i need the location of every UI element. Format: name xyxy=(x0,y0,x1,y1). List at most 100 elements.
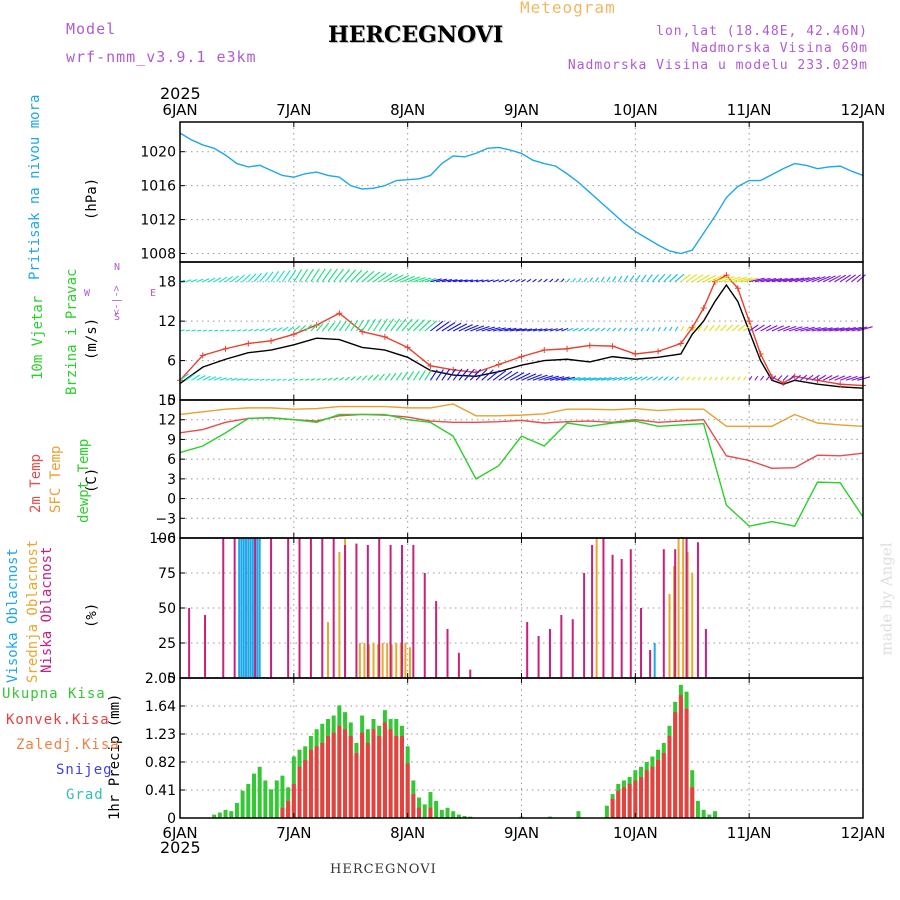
wind-arrow xyxy=(208,277,216,283)
wind-arrow xyxy=(840,327,856,332)
wind-arrow xyxy=(418,277,432,283)
gust-marker xyxy=(199,352,206,359)
wind-arrow xyxy=(344,376,350,381)
wind-arrow xyxy=(515,372,531,381)
y-tick-label: 15 xyxy=(158,393,176,409)
wind-arrow xyxy=(322,377,327,381)
wind-arrow xyxy=(811,276,826,283)
legend-total-rain: Ukupna Kisa xyxy=(2,686,106,702)
ukupna-kisa-bar xyxy=(434,800,439,818)
srednja-oblacnost-bar xyxy=(673,566,676,678)
niska-oblacnost-bar xyxy=(254,538,257,678)
niska-oblacnost-bar xyxy=(287,538,290,678)
niska-oblacnost-bar xyxy=(583,573,586,678)
ukupna-kisa-bar xyxy=(223,809,228,818)
wind-arrow xyxy=(572,327,579,332)
wind-arrow xyxy=(270,327,277,332)
pressure-line xyxy=(179,132,864,255)
ukupna-kisa-bar xyxy=(246,783,251,818)
y-tick-label: 6 xyxy=(167,452,176,468)
srednja-oblacnost-bar xyxy=(677,538,680,678)
wind-arrow xyxy=(310,268,320,283)
model-label: Model xyxy=(66,20,117,38)
niska-oblacnost-bar xyxy=(204,615,207,678)
wind-arrow xyxy=(601,377,612,381)
wind-arrow xyxy=(726,324,734,332)
wind-arrow xyxy=(572,377,586,381)
wind-arrow xyxy=(623,376,633,381)
niska-oblacnost-bar xyxy=(602,538,605,678)
wind-arrow xyxy=(674,376,680,381)
wind-arrow xyxy=(526,278,532,283)
date-label-bottom: 10JAN xyxy=(613,824,658,842)
wind-arrow xyxy=(743,324,753,332)
wind-arrow xyxy=(373,272,387,283)
legend-hail: Grad xyxy=(66,787,104,803)
wind-arrow xyxy=(492,370,507,381)
wind-arrow xyxy=(726,276,741,283)
wind-arrow xyxy=(396,275,410,283)
wind-arrow xyxy=(697,376,701,381)
gust-marker xyxy=(734,285,741,292)
wind-arrow xyxy=(299,268,309,283)
model-name: wrf-nmm_v3.9.1 e3km xyxy=(66,48,257,66)
wind-arrow xyxy=(321,322,330,332)
wind-arrow xyxy=(378,272,393,283)
niska-oblacnost-bar xyxy=(389,545,392,678)
niska-oblacnost-bar xyxy=(344,545,347,678)
srednja-oblacnost-bar xyxy=(408,647,411,678)
wind-arrow xyxy=(475,325,490,332)
gust-marker xyxy=(541,347,548,354)
wind-arrow xyxy=(834,274,846,283)
wind-arrow xyxy=(589,377,602,381)
visoka-oblacnost-bar xyxy=(653,643,656,678)
compass-e: E xyxy=(150,288,157,299)
wind-arrow xyxy=(754,324,765,332)
y-tick-label: 18 xyxy=(158,275,176,291)
date-label-top: 9JAN xyxy=(504,101,539,119)
visoka-oblacnost-bar xyxy=(238,538,241,678)
date-label-top: 8JAN xyxy=(390,101,425,119)
wind-arrow xyxy=(384,318,395,332)
wind-arrow xyxy=(333,377,339,381)
wind-arrow xyxy=(720,376,724,381)
wind-arrow xyxy=(384,373,391,381)
konvek-kisa-bar xyxy=(303,759,308,818)
y-tick-label: 50 xyxy=(158,601,176,617)
wind-arrow xyxy=(845,274,856,283)
ukupna-kisa-bar xyxy=(280,775,285,818)
wind-arrow xyxy=(327,268,338,283)
wind-arrow xyxy=(253,328,259,332)
wind-arrow xyxy=(259,378,265,381)
konvek-kisa-bar xyxy=(331,732,336,818)
wind-arrow xyxy=(800,374,808,381)
wind-arrow xyxy=(464,324,479,332)
wind-arrow xyxy=(845,326,862,332)
wind-arrow xyxy=(481,369,494,381)
visoka-oblacnost-bar xyxy=(256,538,259,678)
konvek-kisa-bar xyxy=(280,807,285,818)
wind-arrow xyxy=(651,274,660,283)
ukupna-kisa-bar xyxy=(707,814,712,818)
wind-arrow xyxy=(356,375,362,381)
srednja-oblacnost-bar xyxy=(358,643,361,678)
wind-arrow xyxy=(236,274,245,283)
srednja-oblacnost-bar xyxy=(691,573,694,678)
konvek-kisa-bar xyxy=(678,695,683,818)
gust-marker xyxy=(700,305,707,311)
niska-oblacnost-bar xyxy=(309,538,312,678)
konvek-kisa-bar xyxy=(388,729,393,818)
wind-arrow xyxy=(623,275,629,283)
wind-arrow xyxy=(481,279,489,283)
date-label-bottom: 7JAN xyxy=(276,824,311,842)
wind-arrow xyxy=(822,275,836,283)
visoka-oblacnost-bar xyxy=(251,538,254,678)
date-label-bottom: 6JAN xyxy=(162,824,197,842)
y-tick-label: 100 xyxy=(149,531,176,547)
wind-arrow xyxy=(231,329,236,332)
niska-oblacnost-bar xyxy=(423,573,426,678)
wind-arrow xyxy=(424,320,438,332)
konvek-kisa-bar xyxy=(616,790,621,818)
wind-arrow xyxy=(646,274,653,283)
wind-arrow xyxy=(236,378,243,381)
